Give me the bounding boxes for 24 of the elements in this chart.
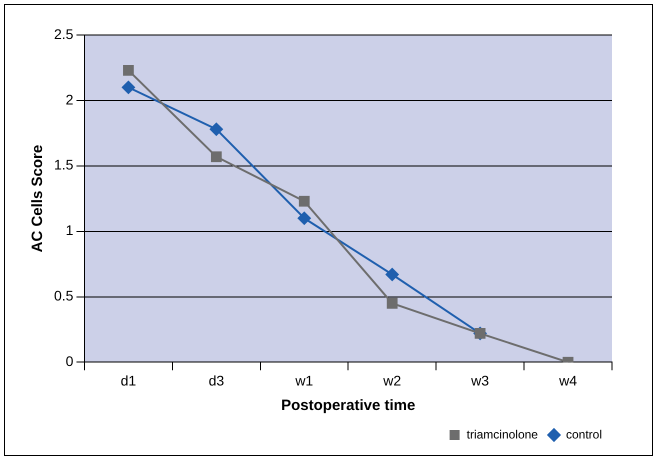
point: [123, 64, 134, 76]
point: [386, 268, 399, 282]
x-tick-label: w2: [382, 372, 402, 388]
x-tick-label: d1: [120, 372, 136, 388]
y-tick-label: 0: [66, 353, 74, 370]
point: [122, 80, 135, 94]
x-axis-title: Postoperative time: [281, 397, 416, 414]
y-axis-title: AC Cells Score: [29, 144, 46, 252]
x-tick-label: w1: [294, 372, 314, 388]
legend-label: control: [566, 427, 602, 442]
point: [386, 298, 398, 309]
point: [298, 196, 310, 207]
point: [298, 212, 311, 225]
x-tick-label: w3: [470, 372, 490, 388]
x-tick-label: d3: [208, 372, 224, 388]
y-tick-label: 0.5: [54, 288, 74, 304]
x-tick-label: w4: [558, 372, 578, 388]
y-tick-label: 2.5: [54, 26, 74, 42]
y-tick-label: 1.5: [54, 156, 74, 173]
y-tick-label: 1: [66, 222, 74, 238]
y-tick-label: 2: [66, 91, 74, 108]
point: [210, 122, 223, 136]
point: [210, 151, 222, 162]
legend-label: triamcinolone: [466, 427, 538, 442]
